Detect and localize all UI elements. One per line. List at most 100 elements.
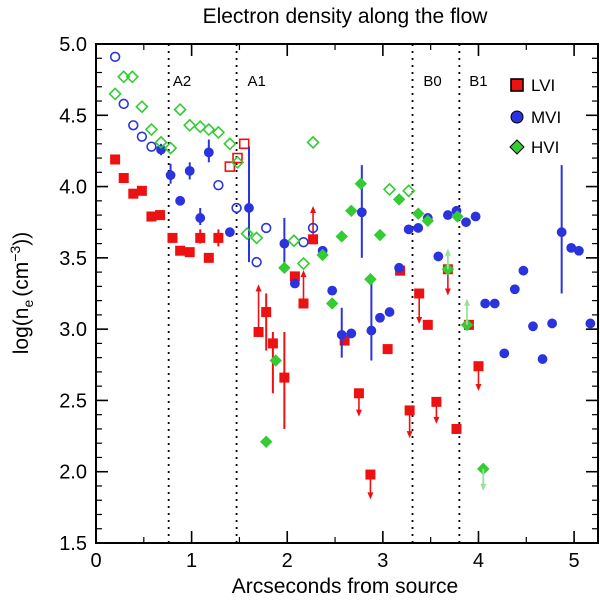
lvi-point xyxy=(308,234,319,245)
y-tick-label: 3.0 xyxy=(59,319,87,341)
mvi-point xyxy=(156,144,166,155)
lvi-limit-arrowhead xyxy=(475,384,482,392)
y-axis-label: log(ne (cm−3)) xyxy=(7,232,36,354)
lvi-point xyxy=(298,298,309,309)
mvi-point xyxy=(573,245,584,256)
data-series xyxy=(108,51,596,500)
lvi-point xyxy=(224,161,236,172)
y-tick-label: 2.5 xyxy=(59,390,87,412)
lvi-point xyxy=(128,188,139,199)
mvi-point xyxy=(518,265,529,276)
hvi-point xyxy=(382,182,397,197)
mvi-point xyxy=(547,318,558,329)
mvi-point xyxy=(480,298,491,309)
lvi-point xyxy=(203,252,214,263)
hvi-point xyxy=(173,102,187,117)
mvi-point xyxy=(336,329,347,340)
lvi-point xyxy=(155,210,166,221)
lvi-point xyxy=(414,288,425,299)
hvi-point xyxy=(412,207,425,220)
lvi-point xyxy=(238,138,250,150)
y-axis-label-exponent: −3 xyxy=(7,246,23,262)
hvi-point xyxy=(163,141,178,155)
y-tick-label: 1.5 xyxy=(59,533,87,555)
hvi-point xyxy=(144,122,159,137)
lvi-limit-arrowhead xyxy=(255,284,262,292)
hvi-point xyxy=(108,87,122,101)
hvi-point xyxy=(296,256,311,271)
x-tick-label: 4 xyxy=(473,550,484,572)
lvi-point xyxy=(267,338,278,349)
mvi-point xyxy=(537,354,548,364)
mvi-point xyxy=(499,348,510,359)
mvi-point xyxy=(413,223,424,233)
lvi-point xyxy=(213,232,224,243)
y-axis-label-subscript: e xyxy=(20,300,36,308)
lvi-point xyxy=(110,154,121,165)
lvi-point xyxy=(118,173,129,184)
mvi-point xyxy=(146,141,157,152)
lvi-point xyxy=(175,245,186,256)
y-axis-label-close: )) xyxy=(10,232,33,246)
chart-title: Electron density along the flow xyxy=(203,5,489,28)
y-tick-label: 4.5 xyxy=(59,105,87,127)
hvi-point xyxy=(269,354,282,367)
hvi-point xyxy=(316,248,329,262)
lvi-point xyxy=(253,326,264,337)
mvi-point xyxy=(556,227,567,238)
y-tick-label: 2.0 xyxy=(59,462,87,484)
mvi-point xyxy=(403,224,414,235)
y-axis-label-main: log(n xyxy=(10,308,33,355)
mvi-point xyxy=(366,325,377,336)
legend-marker-mvi xyxy=(510,110,524,124)
legend-marker-hvi xyxy=(509,139,525,155)
hvi-point xyxy=(364,273,377,286)
region-label-a1: A1 xyxy=(247,73,265,90)
hvi-point xyxy=(345,204,358,218)
x-tick-label: 5 xyxy=(569,550,580,572)
hvi-point xyxy=(125,70,139,84)
mvi-point xyxy=(289,278,300,289)
mvi-point xyxy=(224,227,235,238)
mvi-point xyxy=(346,328,357,339)
lvi-limit-arrowhead xyxy=(406,431,413,439)
y-tick-label: 5.0 xyxy=(59,34,87,56)
lvi-point xyxy=(382,344,393,355)
lvi-point xyxy=(473,361,484,372)
x-tick-label: 0 xyxy=(90,550,101,572)
mvi-point xyxy=(433,251,444,262)
mvi-point xyxy=(203,147,214,158)
hvi-point xyxy=(250,231,264,245)
x-axis-label: Arcseconds from source xyxy=(232,575,458,598)
lvi-point xyxy=(136,185,147,196)
legend-label-mvi: MVI xyxy=(531,108,561,127)
mvi-point xyxy=(489,298,500,309)
mvi-point xyxy=(298,236,309,248)
y-tick-label: 3.5 xyxy=(59,248,87,270)
axes: 0 1 2 3 4 5 1.5 2.0 2.5 3.0 3.5 4.0 4.5 5.0 xyxy=(59,34,598,572)
lvi-point xyxy=(365,469,376,480)
mvi-point xyxy=(356,207,367,218)
lvi-limit-arrowhead xyxy=(433,416,440,424)
hvi-point xyxy=(373,228,387,242)
hvi-point xyxy=(117,70,131,84)
mvi-point xyxy=(136,131,148,142)
hvi-point xyxy=(259,435,273,448)
lvi-point xyxy=(261,307,272,318)
mvi-point xyxy=(261,222,272,234)
hvi-point xyxy=(223,137,237,151)
hvi-limit-arrowhead xyxy=(464,298,471,306)
mvi-point xyxy=(128,120,139,131)
mvi-point xyxy=(279,238,290,249)
lvi-point xyxy=(184,247,195,258)
mvi-point xyxy=(461,217,471,228)
lvi-point xyxy=(451,423,462,434)
lvi-point xyxy=(279,372,290,383)
lvi-point xyxy=(431,396,442,407)
hvi-point xyxy=(402,184,416,198)
hvi-point xyxy=(451,210,464,223)
mvi-point xyxy=(175,195,186,206)
x-tick-label: 2 xyxy=(282,550,293,572)
mvi-point xyxy=(327,285,338,296)
legend-label-hvi: HVI xyxy=(531,138,559,157)
